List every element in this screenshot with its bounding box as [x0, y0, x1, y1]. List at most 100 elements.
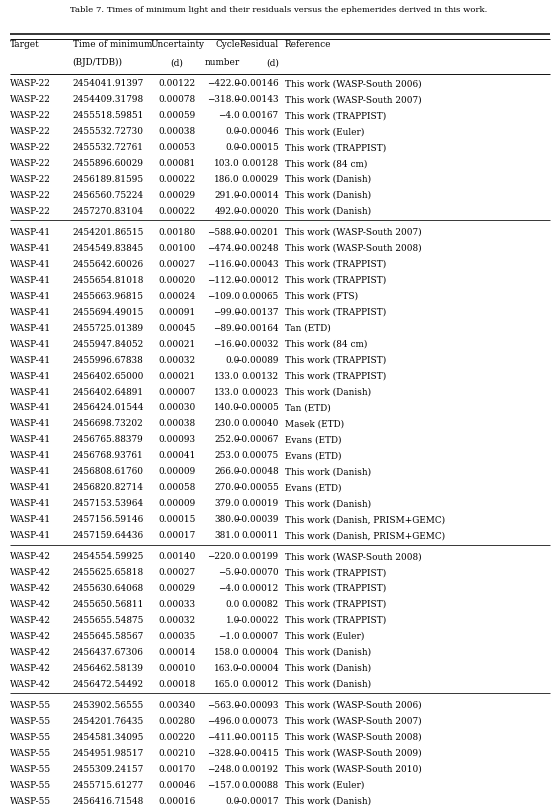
Text: 253.0: 253.0 — [214, 452, 240, 461]
Text: WASP-41: WASP-41 — [10, 244, 51, 253]
Text: 0.00170: 0.00170 — [158, 764, 196, 773]
Text: 2454041.91397: 2454041.91397 — [73, 79, 144, 88]
Text: This work (WASP-South 2008): This work (WASP-South 2008) — [285, 733, 421, 742]
Text: 2456416.71548: 2456416.71548 — [73, 797, 144, 806]
Text: 0.00091: 0.00091 — [158, 308, 196, 317]
Text: −0.00017: −0.00017 — [234, 797, 279, 806]
Text: 0.00016: 0.00016 — [158, 797, 196, 806]
Text: 163.0: 163.0 — [214, 664, 240, 673]
Text: WASP-41: WASP-41 — [10, 339, 51, 348]
Text: WASP-41: WASP-41 — [10, 516, 51, 524]
Text: 0.00132: 0.00132 — [242, 372, 279, 381]
Text: 266.0: 266.0 — [214, 467, 240, 477]
Text: 0.00058: 0.00058 — [158, 483, 196, 492]
Text: 0.00045: 0.00045 — [158, 324, 196, 333]
Text: WASP-41: WASP-41 — [10, 531, 51, 541]
Text: Masek (ETD): Masek (ETD) — [285, 419, 344, 428]
Text: 0.00192: 0.00192 — [242, 764, 279, 773]
Text: WASP-41: WASP-41 — [10, 403, 51, 412]
Text: number: number — [205, 58, 240, 67]
Text: 0.00093: 0.00093 — [158, 436, 196, 444]
Text: 2455650.56811: 2455650.56811 — [73, 600, 144, 609]
Text: 0.00088: 0.00088 — [242, 781, 279, 789]
Text: −89.0: −89.0 — [213, 324, 240, 333]
Text: This work (WASP-South 2010): This work (WASP-South 2010) — [285, 764, 421, 773]
Text: Target: Target — [10, 40, 40, 49]
Text: 2455630.64068: 2455630.64068 — [73, 584, 143, 593]
Text: WASP-22: WASP-22 — [10, 79, 51, 88]
Text: WASP-41: WASP-41 — [10, 483, 51, 492]
Text: 0.00027: 0.00027 — [158, 259, 196, 269]
Text: 1.0: 1.0 — [225, 616, 240, 625]
Text: 0.00081: 0.00081 — [158, 159, 196, 168]
Text: 2456472.54492: 2456472.54492 — [73, 680, 143, 689]
Text: WASP-55: WASP-55 — [10, 797, 51, 806]
Text: −220.0: −220.0 — [207, 552, 240, 561]
Text: 0.00035: 0.00035 — [158, 632, 196, 641]
Text: 0.00280: 0.00280 — [158, 717, 196, 726]
Text: 0.00075: 0.00075 — [242, 452, 279, 461]
Text: 0.00019: 0.00019 — [242, 499, 279, 508]
Text: This work (Euler): This work (Euler) — [285, 127, 364, 136]
Text: WASP-42: WASP-42 — [10, 680, 51, 689]
Text: 0.00029: 0.00029 — [242, 175, 279, 184]
Text: −0.00137: −0.00137 — [234, 308, 279, 317]
Text: WASP-42: WASP-42 — [10, 600, 51, 609]
Text: 2456808.61760: 2456808.61760 — [73, 467, 143, 477]
Text: 0.00011: 0.00011 — [242, 531, 279, 541]
Text: 0.00021: 0.00021 — [158, 372, 196, 381]
Text: 2454581.34095: 2454581.34095 — [73, 733, 144, 742]
Text: −563.0: −563.0 — [207, 701, 240, 709]
Text: 0.00020: 0.00020 — [158, 276, 196, 284]
Text: 2455625.65818: 2455625.65818 — [73, 568, 143, 577]
Text: Evans (ETD): Evans (ETD) — [285, 452, 341, 461]
Text: −0.00115: −0.00115 — [234, 733, 279, 742]
Text: −0.00070: −0.00070 — [234, 568, 279, 577]
Text: 0.00015: 0.00015 — [158, 516, 196, 524]
Text: −0.00020: −0.00020 — [234, 207, 279, 216]
Text: 2455532.72761: 2455532.72761 — [73, 143, 143, 152]
Text: 2456402.64891: 2456402.64891 — [73, 388, 143, 397]
Text: This work (Danish): This work (Danish) — [285, 388, 371, 397]
Text: 0.00210: 0.00210 — [158, 748, 196, 758]
Text: This work (WASP-South 2007): This work (WASP-South 2007) — [285, 228, 421, 237]
Text: WASP-41: WASP-41 — [10, 356, 51, 364]
Text: 2456768.93761: 2456768.93761 — [73, 452, 143, 461]
Text: 2455309.24157: 2455309.24157 — [73, 764, 144, 773]
Text: 2456424.01544: 2456424.01544 — [73, 403, 144, 412]
Text: 0.00032: 0.00032 — [158, 616, 196, 625]
Text: −0.00032: −0.00032 — [234, 339, 279, 348]
Text: WASP-42: WASP-42 — [10, 648, 51, 657]
Text: 2454549.83845: 2454549.83845 — [73, 244, 144, 253]
Text: This work (WASP-South 2007): This work (WASP-South 2007) — [285, 717, 421, 726]
Text: 2455947.84052: 2455947.84052 — [73, 339, 144, 348]
Text: 0.0: 0.0 — [225, 356, 240, 364]
Text: WASP-22: WASP-22 — [10, 143, 51, 152]
Text: 252.0: 252.0 — [214, 436, 240, 444]
Text: 0.00022: 0.00022 — [158, 207, 196, 216]
Text: Table 7. Times of minimum light and their residuals versus the ephemerides deriv: Table 7. Times of minimum light and thei… — [70, 6, 488, 15]
Text: 0.00046: 0.00046 — [158, 781, 196, 789]
Text: 2456402.65000: 2456402.65000 — [73, 372, 144, 381]
Text: This work (TRAPPIST): This work (TRAPPIST) — [285, 276, 386, 284]
Text: −0.00043: −0.00043 — [234, 259, 279, 269]
Text: 0.00029: 0.00029 — [158, 584, 196, 593]
Text: 2456698.73202: 2456698.73202 — [73, 419, 143, 428]
Text: 0.00041: 0.00041 — [158, 452, 196, 461]
Text: 0.00122: 0.00122 — [158, 79, 196, 88]
Text: 0.00007: 0.00007 — [158, 388, 196, 397]
Text: WASP-22: WASP-22 — [10, 207, 51, 216]
Text: This work (Danish): This work (Danish) — [285, 680, 371, 689]
Text: WASP-41: WASP-41 — [10, 308, 51, 317]
Text: 2457153.53964: 2457153.53964 — [73, 499, 143, 508]
Text: 0.00018: 0.00018 — [158, 680, 196, 689]
Text: −0.00201: −0.00201 — [234, 228, 279, 237]
Text: This work (TRAPPIST): This work (TRAPPIST) — [285, 372, 386, 381]
Text: 0.00023: 0.00023 — [242, 388, 279, 397]
Text: This work (Danish, PRISM+GEMC): This work (Danish, PRISM+GEMC) — [285, 531, 445, 541]
Text: 2455996.67838: 2455996.67838 — [73, 356, 143, 364]
Text: This work (84 cm): This work (84 cm) — [285, 339, 367, 348]
Text: This work (WASP-South 2009): This work (WASP-South 2009) — [285, 748, 421, 758]
Text: −0.00143: −0.00143 — [234, 95, 279, 104]
Text: 0.00180: 0.00180 — [158, 228, 196, 237]
